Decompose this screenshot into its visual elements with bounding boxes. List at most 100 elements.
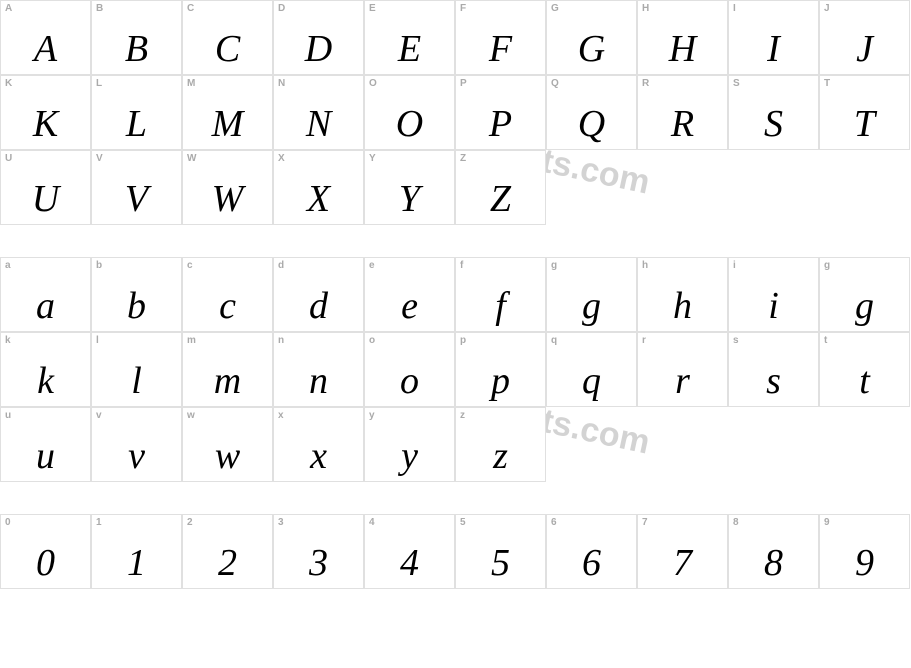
glyph-cell: 33 bbox=[273, 514, 364, 589]
cell-label: l bbox=[96, 335, 99, 346]
cell-glyph: F bbox=[456, 30, 545, 68]
cell-label: g bbox=[824, 260, 830, 271]
cell-glyph: V bbox=[92, 180, 181, 218]
cell-label: J bbox=[824, 3, 830, 14]
cell-glyph: v bbox=[92, 437, 181, 475]
glyph-cell: BB bbox=[91, 0, 182, 75]
cell-glyph: D bbox=[274, 30, 363, 68]
glyph-cell: ee bbox=[364, 257, 455, 332]
glyph-cell: GG bbox=[546, 0, 637, 75]
section-uppercase: AABBCCDDEEFFGGHHIIJJKKLLMMNNOOPPQQRRSSTT… bbox=[0, 0, 910, 225]
glyph-cell: OO bbox=[364, 75, 455, 150]
cell-label: s bbox=[733, 335, 739, 346]
cell-glyph: 3 bbox=[274, 544, 363, 582]
cell-glyph: O bbox=[365, 105, 454, 143]
cell-glyph: 9 bbox=[820, 544, 909, 582]
cell-label: E bbox=[369, 3, 376, 14]
glyph-cell: xx bbox=[273, 407, 364, 482]
glyph-cell: kk bbox=[0, 332, 91, 407]
glyph-cell: gg bbox=[819, 257, 910, 332]
glyph-cell: UU bbox=[0, 150, 91, 225]
cell-label: p bbox=[460, 335, 466, 346]
glyph-cell: XX bbox=[273, 150, 364, 225]
cell-label: F bbox=[460, 3, 466, 14]
cell-label: k bbox=[5, 335, 11, 346]
cell-label: X bbox=[278, 153, 285, 164]
glyph-cell: 66 bbox=[546, 514, 637, 589]
cell-label: f bbox=[460, 260, 463, 271]
cell-label: 7 bbox=[642, 517, 648, 528]
glyph-cell: gg bbox=[546, 257, 637, 332]
cell-label: R bbox=[642, 78, 649, 89]
cell-label: g bbox=[551, 260, 557, 271]
glyph-cell: bb bbox=[91, 257, 182, 332]
cell-glyph: X bbox=[274, 180, 363, 218]
cell-glyph: R bbox=[638, 105, 727, 143]
glyph-cell: nn bbox=[273, 332, 364, 407]
glyph-cell: pp bbox=[455, 332, 546, 407]
glyph-cell: EE bbox=[364, 0, 455, 75]
cell-label: W bbox=[187, 153, 196, 164]
glyph-cell: DD bbox=[273, 0, 364, 75]
glyph-cell: zz bbox=[455, 407, 546, 482]
cell-label: d bbox=[278, 260, 284, 271]
cell-label: D bbox=[278, 3, 285, 14]
glyph-cell: uu bbox=[0, 407, 91, 482]
cell-glyph: k bbox=[1, 362, 90, 400]
glyph-cell: JJ bbox=[819, 0, 910, 75]
glyph-cell: FF bbox=[455, 0, 546, 75]
glyph-cell: mm bbox=[182, 332, 273, 407]
cell-glyph: E bbox=[365, 30, 454, 68]
cell-glyph: i bbox=[729, 287, 818, 325]
glyph-cell: tt bbox=[819, 332, 910, 407]
cell-glyph: H bbox=[638, 30, 727, 68]
cell-label: U bbox=[5, 153, 12, 164]
cell-label: x bbox=[278, 410, 284, 421]
glyph-cell: 77 bbox=[637, 514, 728, 589]
glyph-cell: vv bbox=[91, 407, 182, 482]
glyph-cell: VV bbox=[91, 150, 182, 225]
glyph-cell: oo bbox=[364, 332, 455, 407]
cell-label: M bbox=[187, 78, 195, 89]
cell-glyph: s bbox=[729, 362, 818, 400]
section-spacer bbox=[0, 225, 911, 257]
cell-glyph: 7 bbox=[638, 544, 727, 582]
cell-glyph: Q bbox=[547, 105, 636, 143]
glyph-cell: ii bbox=[728, 257, 819, 332]
cell-glyph: q bbox=[547, 362, 636, 400]
cell-label: 1 bbox=[96, 517, 102, 528]
glyph-cell: 22 bbox=[182, 514, 273, 589]
cell-label: L bbox=[96, 78, 102, 89]
cell-label: Q bbox=[551, 78, 559, 89]
cell-glyph: z bbox=[456, 437, 545, 475]
cell-label: G bbox=[551, 3, 559, 14]
cell-label: h bbox=[642, 260, 648, 271]
cell-glyph: 5 bbox=[456, 544, 545, 582]
glyph-cell: aa bbox=[0, 257, 91, 332]
cell-glyph: g bbox=[547, 287, 636, 325]
cell-label: C bbox=[187, 3, 194, 14]
section-spacer bbox=[0, 482, 911, 514]
glyph-cell: MM bbox=[182, 75, 273, 150]
cell-label: 4 bbox=[369, 517, 375, 528]
cell-label: q bbox=[551, 335, 557, 346]
cell-label: n bbox=[278, 335, 284, 346]
cell-glyph: S bbox=[729, 105, 818, 143]
cell-glyph: 6 bbox=[547, 544, 636, 582]
cell-label: o bbox=[369, 335, 375, 346]
cell-label: Z bbox=[460, 153, 466, 164]
glyph-cell: qq bbox=[546, 332, 637, 407]
cell-label: S bbox=[733, 78, 740, 89]
cell-label: A bbox=[5, 3, 12, 14]
cell-glyph: K bbox=[1, 105, 90, 143]
cell-label: y bbox=[369, 410, 375, 421]
font-character-map: from www.novelfonts.com from www.novelfo… bbox=[0, 0, 911, 589]
glyph-cell: NN bbox=[273, 75, 364, 150]
glyph-cell: dd bbox=[273, 257, 364, 332]
glyph-cell: 11 bbox=[91, 514, 182, 589]
cell-label: 3 bbox=[278, 517, 284, 528]
cell-label: O bbox=[369, 78, 377, 89]
cell-glyph: c bbox=[183, 287, 272, 325]
cell-glyph: u bbox=[1, 437, 90, 475]
cell-glyph: b bbox=[92, 287, 181, 325]
